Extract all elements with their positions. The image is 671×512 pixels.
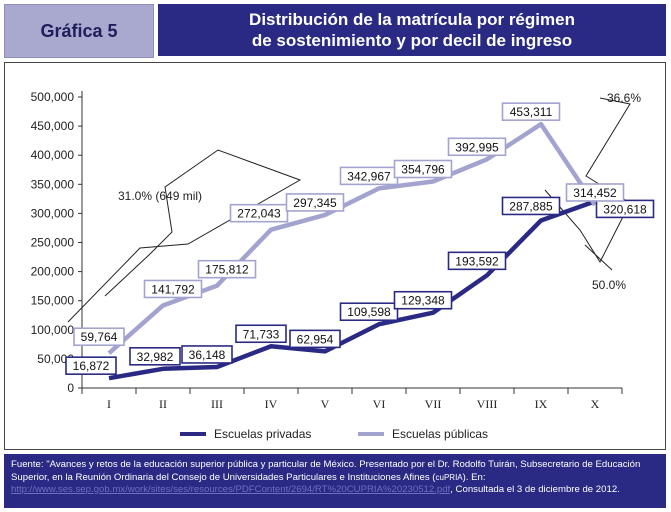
data-label-box — [447, 251, 507, 271]
y-tick-label: 350,000 — [31, 177, 75, 191]
x-tick-label: VI — [373, 397, 386, 411]
data-label-box — [285, 193, 345, 212]
annotation-top-right-pct: 36.6% — [607, 91, 641, 105]
x-tick-label: I — [107, 397, 111, 411]
data-label: 109,598 — [347, 305, 391, 319]
x-tick-label: VII — [425, 397, 442, 411]
data-label-box — [393, 290, 453, 310]
data-label: 297,345 — [293, 196, 337, 210]
data-label: 71,733 — [243, 327, 280, 341]
x-tick-label: IX — [535, 397, 548, 411]
legend-label-publicas: Escuelas públicas — [392, 427, 489, 441]
data-label-box — [595, 199, 655, 219]
x-tick-label: II — [159, 397, 167, 411]
y-tick-label: 100,000 — [31, 323, 75, 337]
data-label: 354,796 — [401, 163, 445, 177]
data-label: 32,982 — [137, 350, 174, 364]
data-label-box — [143, 279, 203, 299]
data-label: 342,967 — [347, 169, 391, 183]
y-tick-label: 450,000 — [31, 119, 75, 133]
data-label: 287,885 — [509, 199, 553, 213]
data-label: 193,592 — [455, 254, 499, 268]
annotation-left-pct: 31.0% (649 mil) — [118, 189, 202, 203]
source-link[interactable]: http://www.ses.sep.gob.mx/work/sites/ses… — [11, 484, 451, 495]
data-label-box — [65, 356, 117, 375]
x-tick-label: X — [591, 397, 600, 411]
legend-label-privadas: Escuelas privadas — [214, 427, 312, 441]
chart-title: Distribución de la matrícula por régimen… — [158, 4, 666, 56]
data-label-box — [501, 102, 561, 121]
legend-item-publicas: Escuelas públicas — [358, 427, 488, 441]
x-tick-label: III — [211, 397, 223, 411]
x-tick-label: IV — [265, 397, 278, 411]
data-label: 59,764 — [81, 330, 118, 344]
chart-frame — [4, 62, 666, 450]
footnote-text-3: , Consultada el 3 de diciembre de 2012. — [450, 484, 620, 495]
legend-swatch-publicas — [358, 432, 384, 436]
data-label-box — [181, 345, 233, 364]
data-label: 272,043 — [237, 207, 281, 221]
y-tick-label: 400,000 — [31, 148, 75, 162]
data-label: 453,311 — [510, 105, 553, 119]
data-label-box — [229, 203, 289, 223]
data-label-box — [501, 196, 561, 216]
x-tick-label: V — [321, 397, 330, 411]
chart-number-tab: Gráfica 5 — [4, 4, 154, 58]
chart-title-line1: Distribución de la matrícula por régimen — [249, 10, 575, 29]
data-label: 141,792 — [151, 282, 195, 296]
annotation-bottom-right-pct: 50.0% — [592, 278, 626, 292]
data-label: 62,954 — [297, 332, 334, 346]
data-label: 16,872 — [73, 359, 110, 373]
data-label-box — [447, 137, 507, 157]
source-footnote: Fuente: "Avances y retos de la educación… — [4, 454, 666, 508]
data-label: 320,618 — [603, 202, 647, 216]
series-line-privadas — [108, 199, 596, 381]
data-label: 314,452 — [573, 186, 617, 200]
data-label-box — [393, 159, 453, 179]
legend-swatch-privadas — [180, 432, 206, 436]
chart-title-line2: de sostenimiento y por decil de ingreso — [251, 31, 573, 50]
footnote-cupria: cuPRIA — [435, 472, 463, 482]
data-label-box — [235, 324, 287, 344]
y-tick-label: 0 — [67, 381, 74, 395]
data-label-box — [289, 329, 341, 349]
y-tick-label: 500,000 — [31, 90, 75, 104]
y-tick-label: 250,000 — [31, 236, 75, 250]
data-label-box — [197, 259, 257, 279]
y-tick-label: 200,000 — [31, 265, 75, 279]
annotation-bracket-right — [544, 97, 631, 264]
data-label-box — [565, 183, 625, 202]
footnote-text-2: ). En: — [462, 471, 486, 483]
data-label: 392,995 — [455, 140, 499, 154]
y-tick-label: 150,000 — [31, 294, 75, 308]
y-tick-label: 300,000 — [31, 206, 75, 220]
data-label: 129,348 — [401, 294, 445, 308]
data-label-box — [339, 302, 399, 322]
annotation-bracket-left — [67, 149, 302, 323]
x-tick-label: VIII — [477, 397, 498, 411]
data-label: 175,812 — [205, 263, 249, 277]
data-label: 36,148 — [189, 348, 226, 362]
data-label-box — [73, 327, 125, 347]
data-label-box — [129, 347, 181, 366]
legend-item-privadas: Escuelas privadas — [180, 427, 311, 441]
y-tick-label: 50,000 — [37, 352, 74, 366]
footnote-text: Fuente: "Avances y retos de la educación… — [11, 459, 641, 483]
annotation-leader — [584, 244, 613, 271]
